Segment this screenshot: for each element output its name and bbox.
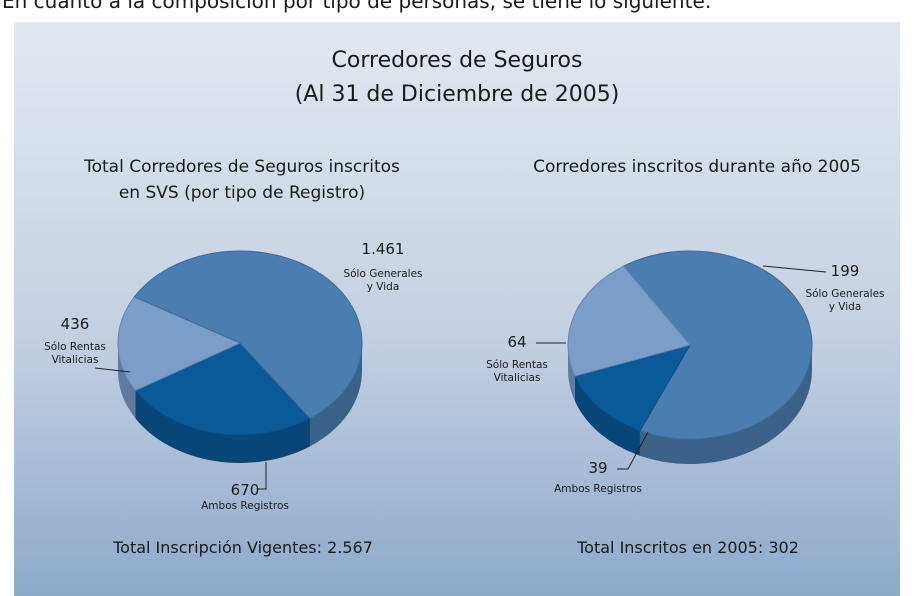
pie-total: Total Inscritos en 2005: 302 bbox=[577, 538, 799, 557]
pie-slice bbox=[133, 250, 363, 419]
pie-slice bbox=[134, 342, 311, 436]
pie-slice bbox=[567, 265, 691, 377]
chart-title: (Al 31 de Diciembre de 2005) bbox=[294, 82, 620, 107]
category-label: Sólo Rentas Vitalicias bbox=[44, 341, 106, 366]
category-label: Sólo Rentas Vitalicias bbox=[486, 359, 548, 384]
pie-slice bbox=[622, 250, 813, 440]
leader-line bbox=[617, 431, 649, 470]
data-label: 670 bbox=[230, 481, 260, 499]
category-label: Sólo Generales y Vida bbox=[343, 268, 423, 293]
pie-slice bbox=[117, 296, 242, 392]
category-label: Sólo Generales y Vida bbox=[805, 288, 885, 313]
chart-title: Corredores de Seguros bbox=[331, 48, 583, 73]
data-label: 199 bbox=[830, 262, 860, 280]
data-label: 1.461 bbox=[361, 240, 405, 258]
leader-line bbox=[94, 367, 131, 373]
pie-side bbox=[135, 390, 310, 463]
data-label: 39 bbox=[588, 459, 608, 477]
pie-side bbox=[568, 345, 575, 402]
data-label: 436 bbox=[60, 315, 90, 333]
leader-lines bbox=[94, 265, 827, 490]
leader-line bbox=[762, 265, 827, 273]
leader-line bbox=[258, 462, 267, 490]
intro-text: En cuanto a la composición por tipo de p… bbox=[2, 0, 712, 13]
pie-slice bbox=[574, 344, 692, 432]
data-label: 64 bbox=[507, 333, 527, 351]
pie-total: Total Inscripción Vigentes: 2.567 bbox=[113, 538, 373, 557]
category-label: Ambos Registros bbox=[554, 483, 642, 495]
pie-title: Corredores inscritos durante año 2005 bbox=[533, 157, 861, 177]
pie-side bbox=[574, 376, 640, 456]
pie-side bbox=[118, 343, 136, 419]
pie-side bbox=[309, 343, 362, 447]
pie-title: Total Corredores de Seguros inscritos en… bbox=[84, 157, 400, 203]
pie-side bbox=[639, 345, 812, 464]
category-label: Ambos Registros bbox=[201, 500, 289, 512]
